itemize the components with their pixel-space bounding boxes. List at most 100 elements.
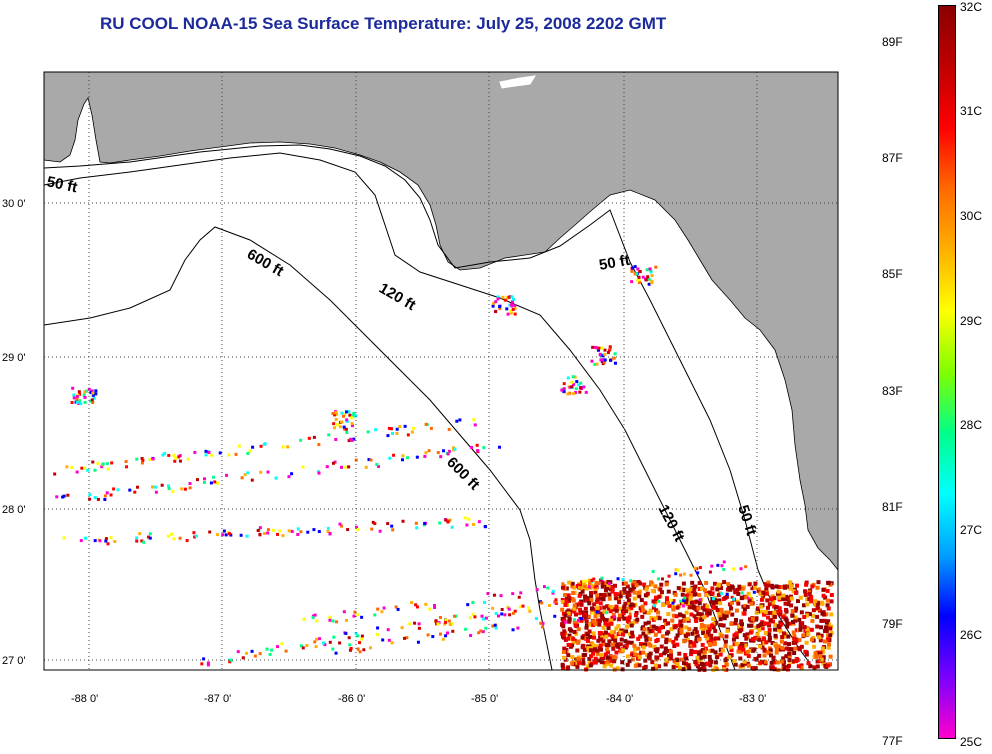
sst-pixel (417, 622, 421, 626)
sst-pixel (767, 638, 772, 643)
sst-pixel (826, 580, 831, 585)
sst-pixel (588, 581, 592, 585)
sst-pixel (213, 480, 217, 484)
sst-pixel (80, 466, 84, 470)
sst-pixel (98, 539, 102, 543)
sst-pixel (135, 536, 139, 540)
sst-pixel (258, 532, 262, 536)
sst-pixel (713, 605, 718, 610)
sst-pixel (617, 613, 622, 618)
sst-pixel (605, 647, 610, 652)
sst-pixel (609, 358, 613, 362)
sst-pixel (645, 268, 649, 272)
sst-pixel (734, 641, 739, 646)
sst-pixel (705, 661, 710, 666)
sst-pixel (682, 618, 687, 623)
sst-pixel (581, 643, 586, 648)
sst-pixel (697, 601, 702, 606)
sst-pixel (758, 622, 763, 627)
sst-pixel (392, 453, 396, 457)
sst-pixel (602, 360, 606, 364)
sst-pixel (592, 643, 597, 648)
sst-pixel (672, 625, 677, 630)
sst-pixel (816, 635, 821, 640)
sst-pixel (314, 645, 318, 649)
sst-pixel (720, 611, 725, 616)
sst-pixel (718, 647, 723, 652)
sst-pixel (333, 426, 337, 430)
sst-pixel (684, 598, 689, 603)
sst-pixel (682, 661, 687, 666)
sst-pixel (684, 610, 689, 615)
sst-pixel (675, 633, 680, 638)
sst-pixel (172, 537, 176, 541)
sst-pixel (680, 592, 685, 597)
sst-pixel (783, 607, 788, 612)
sst-pixel (676, 586, 681, 591)
sst-pixel (348, 648, 352, 652)
sst-pixel (666, 589, 671, 594)
sst-pixel (688, 593, 693, 598)
sst-pixel (791, 630, 796, 635)
sst-pixel (79, 402, 83, 406)
sst-pixel (507, 295, 511, 299)
sst-pixel (608, 609, 613, 614)
sst-pixel (653, 616, 658, 621)
sst-pixel (616, 624, 621, 629)
sst-pixel (305, 643, 309, 647)
sst-pixel (744, 595, 749, 600)
sst-pixel (596, 651, 601, 656)
sst-pixel (624, 624, 629, 629)
sst-pixel (768, 618, 773, 623)
sst-pixel (340, 411, 344, 415)
sst-pixel (589, 654, 594, 659)
sst-pixel (561, 666, 566, 671)
sst-pixel (625, 654, 630, 659)
sst-pixel (596, 658, 601, 663)
sst-pixel (562, 389, 566, 393)
sst-pixel (596, 348, 600, 352)
sst-pixel (396, 607, 400, 611)
sst-pixel (576, 627, 581, 632)
sst-pixel (358, 641, 362, 645)
sst-pixel (609, 617, 614, 622)
sst-pixel (578, 390, 582, 394)
sst-pixel (659, 582, 664, 587)
sst-pixel (547, 603, 551, 607)
sst-pixel (702, 654, 707, 659)
sst-pixel (246, 471, 250, 475)
sst-pixel (148, 532, 152, 536)
sst-pixel (773, 627, 778, 632)
sst-pixel (759, 609, 764, 614)
sst-pixel (636, 267, 640, 271)
sst-pixel (642, 582, 647, 587)
sst-pixel (240, 476, 244, 480)
sst-pixel (638, 634, 643, 639)
sst-pixel (617, 600, 622, 605)
sst-pixel (766, 583, 771, 588)
sst-pixel (780, 635, 785, 640)
sst-pixel (206, 661, 210, 665)
sst-pixel (767, 635, 772, 640)
sst-pixel (743, 643, 748, 648)
contour-120ft (43, 226, 553, 671)
sst-pixel (701, 628, 706, 633)
sst-pixel (583, 606, 588, 611)
sst-pixel (620, 632, 625, 637)
sst-pixel (745, 649, 750, 654)
sst-pixel (807, 612, 812, 617)
sst-pixel (747, 582, 752, 587)
sst-pixel (571, 382, 575, 386)
sst-pixel (671, 601, 675, 605)
sst-pixel (611, 612, 616, 617)
sst-pixel (218, 451, 222, 455)
sst-pixel (595, 362, 599, 366)
sst-pixel (484, 626, 488, 630)
lon-label: -87 0' (204, 693, 231, 705)
sst-pixel (204, 453, 208, 457)
sst-pixel (603, 348, 607, 352)
sst-pixel (317, 443, 321, 447)
sst-pixel (344, 410, 348, 414)
sst-pixel (347, 636, 351, 640)
sst-pixel (352, 614, 356, 618)
